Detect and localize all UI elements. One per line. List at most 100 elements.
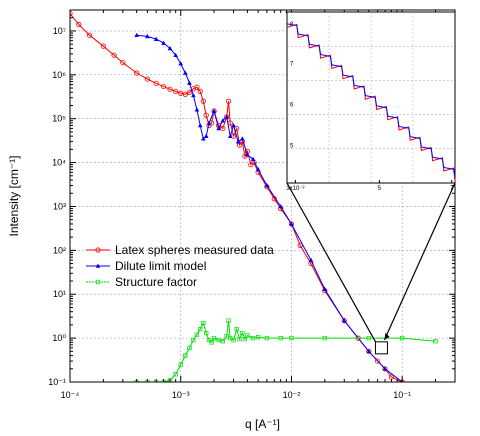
- data-point: [341, 318, 347, 323]
- data-point: [245, 152, 250, 157]
- y-tick-label: 10⁴: [52, 158, 66, 168]
- y-tick-label: 10²: [53, 245, 66, 255]
- data-point: [419, 384, 423, 388]
- y-tick-label: 10³: [53, 201, 66, 211]
- data-point: [201, 136, 206, 141]
- data-point: [308, 257, 314, 262]
- data-point: [173, 372, 178, 377]
- data-point: [173, 88, 179, 94]
- legend-item: Latex spheres measured data: [86, 243, 274, 257]
- data-point: [375, 358, 381, 364]
- data-point: [76, 21, 82, 28]
- y-axis-label: Intensity [cm⁻¹]: [7, 155, 21, 236]
- data-point: [183, 353, 188, 358]
- data-point: [231, 337, 236, 343]
- inset-x-tick-label: 7: [450, 186, 454, 192]
- inset-y-tick-label: 5: [290, 143, 294, 149]
- data-point: [231, 123, 236, 128]
- data-point: [203, 133, 209, 138]
- data-point: [95, 263, 101, 268]
- data-point: [255, 166, 261, 172]
- data-point: [178, 362, 183, 367]
- legend-label: Dilute limit model: [115, 259, 206, 273]
- y-tick-label: 10⁶: [52, 70, 66, 80]
- data-point: [167, 45, 173, 51]
- data-point: [242, 336, 248, 342]
- data-point: [194, 84, 200, 90]
- zoom-box: [374, 341, 388, 355]
- data-point: [134, 32, 139, 37]
- data-point: [167, 86, 173, 92]
- data-point: [382, 366, 388, 371]
- data-point: [366, 335, 371, 341]
- data-point: [245, 333, 250, 338]
- data-point: [187, 345, 192, 351]
- data-point: [278, 203, 284, 209]
- data-point: [95, 279, 101, 285]
- data-point: [160, 83, 167, 90]
- data-point: [191, 337, 196, 343]
- inset-series-model: [286, 23, 456, 178]
- inset-x-tick-label: 3x10⁻²: [286, 186, 304, 192]
- data-point: [86, 32, 93, 38]
- data-point: [111, 52, 117, 58]
- inset-y-tick-label: 6: [290, 102, 294, 108]
- data-point: [197, 123, 203, 128]
- inset-y-tick-label: 7: [290, 61, 294, 67]
- zoom-connector: [286, 182, 376, 343]
- data-point: [200, 98, 206, 104]
- data-point: [198, 327, 203, 332]
- data-point: [224, 114, 229, 119]
- legend-label: Latex spheres measured data: [115, 243, 274, 257]
- data-point: [366, 348, 372, 354]
- data-point: [206, 120, 212, 125]
- data-point: [278, 335, 283, 341]
- data-point: [178, 61, 184, 66]
- data-point: [153, 80, 159, 86]
- zoom-connector: [383, 182, 456, 341]
- data-point: [204, 330, 209, 336]
- axis-ticks: 10⁻⁴ 10⁻³ 10⁻² 10⁻¹ 10⁻¹ 10⁰ 10¹ 10² 10³ 10⁴ 10⁵ 10…: [48, 9, 455, 400]
- data-point: [153, 36, 159, 41]
- x-tick-label: 10⁻²: [283, 390, 301, 400]
- data-point: [264, 183, 270, 188]
- data-point: [255, 335, 261, 340]
- data-point: [209, 340, 214, 345]
- y-tick-label: 10¹: [53, 289, 66, 299]
- zoom-arrowhead: [384, 332, 390, 340]
- legend-label: Structure factor: [115, 275, 197, 289]
- data-point: [194, 332, 200, 337]
- data-point: [100, 43, 106, 49]
- y-tick-label: 10⁷: [53, 26, 66, 36]
- data-point: [444, 390, 448, 394]
- inset-series-measured: [286, 23, 456, 182]
- y-tick-label: 10⁰: [52, 333, 66, 343]
- data-point: [216, 337, 221, 343]
- data-point: [145, 33, 150, 39]
- data-point: [182, 91, 188, 97]
- data-point: [95, 247, 101, 253]
- data-point: [453, 391, 457, 395]
- data-point: [235, 139, 241, 144]
- data-point: [220, 339, 225, 344]
- series-dilute-limit-model: [134, 32, 404, 382]
- zoom-annotation: [286, 182, 456, 355]
- data-point: [240, 330, 245, 336]
- inset-x-tick-label: 5: [378, 186, 382, 192]
- data-point: [211, 335, 217, 341]
- data-point: [237, 336, 242, 342]
- data-point: [264, 335, 270, 341]
- data-point: [322, 286, 328, 292]
- data-point: [186, 89, 193, 95]
- data-point: [211, 108, 217, 113]
- data-point: [191, 92, 196, 98]
- data-point: [144, 76, 150, 82]
- data-point: [240, 136, 245, 141]
- legend-item: Dilute limit model: [86, 259, 206, 273]
- x-axis-label: q [A⁻¹]: [245, 417, 280, 431]
- data-point: [187, 80, 192, 85]
- data-point: [203, 112, 209, 118]
- y-tick-label: 10⁻¹: [48, 377, 66, 387]
- data-point: [226, 318, 231, 323]
